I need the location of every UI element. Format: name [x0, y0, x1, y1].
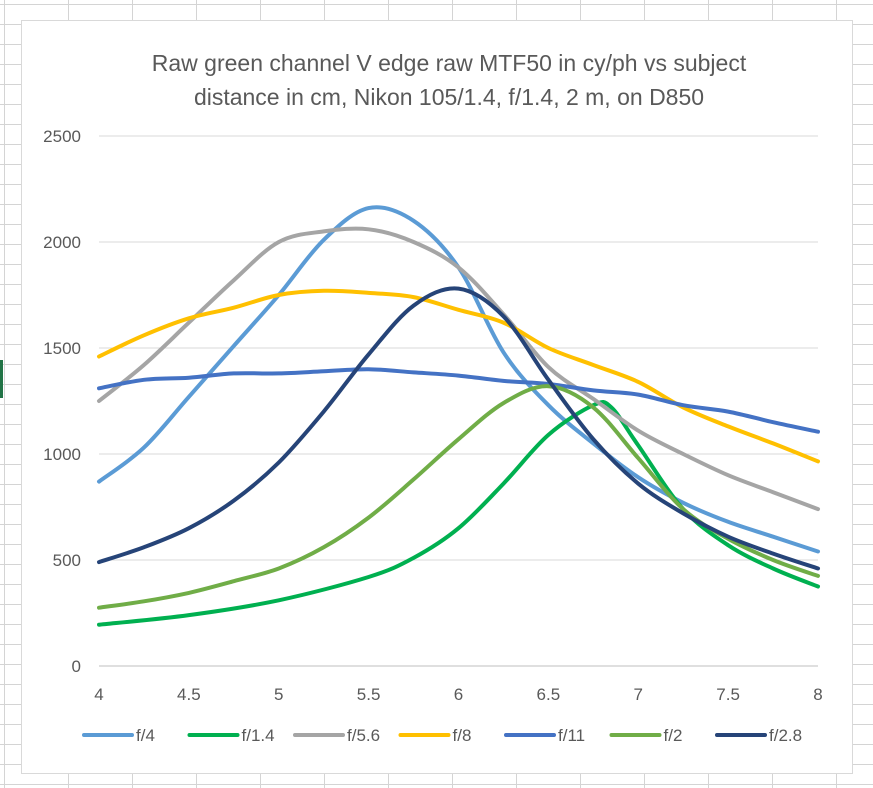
gridlines: [99, 135, 818, 667]
series-line-f-5-6[interactable]: [97, 226, 820, 512]
series-line-f-2-8[interactable]: [97, 286, 820, 571]
x-tick-label: 4.5: [177, 685, 201, 704]
line-chart: Raw green channel V edge raw MTF50 in cy…: [43, 50, 823, 745]
chart-area[interactable]: Raw green channel V edge raw MTF50 in cy…: [21, 20, 853, 774]
spreadsheet-selection-marker: [0, 360, 3, 398]
chart-title-line-2: distance in cm, Nikon 105/1.4, f/1.4, 2 …: [194, 84, 704, 110]
legend-label-f-8: f/8: [453, 726, 472, 745]
legend-label-f-2: f/2: [664, 726, 683, 745]
legend-label-f-4: f/4: [136, 726, 155, 745]
legend: f/4 f/1.4 f/5.6 f/8 f/11 f/2 f/2.8: [82, 726, 802, 745]
legend-label-f-2-8: f/2.8: [769, 726, 802, 745]
x-tick-label: 4: [94, 685, 103, 704]
x-tick-label: 5.5: [357, 685, 381, 704]
series-line-f-11[interactable]: [97, 367, 820, 434]
legend-label-f-5-6: f/5.6: [347, 726, 380, 745]
y-tick-label: 1000: [43, 445, 81, 464]
y-tick-label: 500: [53, 551, 81, 570]
legend-label-f-1-4: f/1.4: [242, 726, 275, 745]
legend-label-f-11: f/11: [558, 726, 585, 745]
series-line-f-1-4[interactable]: [97, 400, 820, 627]
x-tick-label: 7.5: [716, 685, 740, 704]
series-line-f-4[interactable]: [97, 205, 820, 554]
chart-title: Raw green channel V edge raw MTF50 in cy…: [152, 50, 747, 110]
y-tick-label: 0: [72, 657, 81, 676]
y-tick-label: 1500: [43, 339, 81, 358]
chart-title-line-1: Raw green channel V edge raw MTF50 in cy…: [152, 50, 747, 76]
y-tick-label: 2000: [43, 233, 81, 252]
x-tick-label: 7: [634, 685, 643, 704]
series-lines: [97, 205, 820, 627]
x-tick-label: 8: [813, 685, 822, 704]
x-tick-label: 6: [454, 685, 463, 704]
x-tick-label: 5: [274, 685, 283, 704]
y-tick-label: 2500: [43, 127, 81, 146]
axes: 0 500 1000 1500 2000 2500 4 4.5 5 5.5 6 6.5 7 7.5 8: [43, 127, 823, 704]
series-line-f-8[interactable]: [97, 288, 820, 464]
x-tick-label: 6.5: [537, 685, 561, 704]
